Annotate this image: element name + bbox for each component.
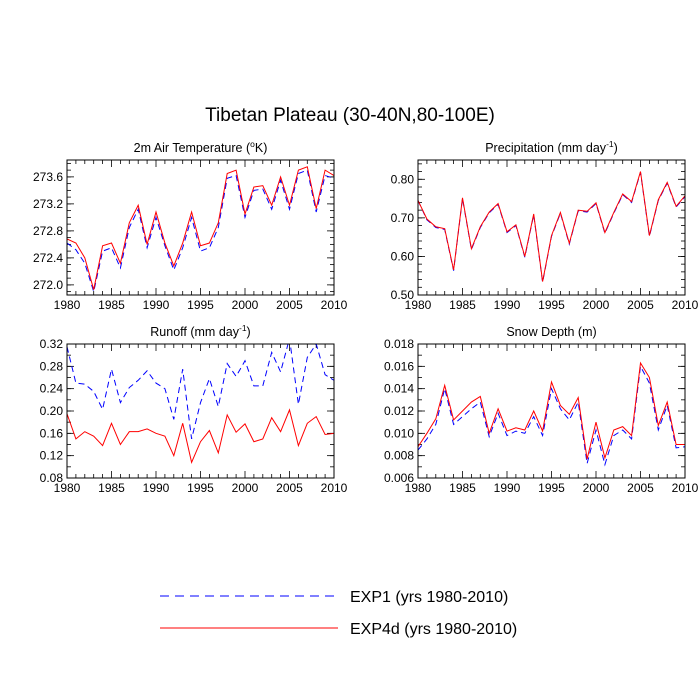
y-tick-label: 0.80 [391,172,415,186]
panel-title-text: Runoff (mm day [150,325,239,339]
y-tick-label: 0.08 [40,471,64,485]
x-tick-label: 1985 [449,298,476,312]
x-tick-label: 1995 [187,481,214,495]
x-tick-label: 1980 [405,298,432,312]
y-tick-label: 0.60 [391,249,415,263]
plot-frame [417,343,686,479]
x-tick-label: 1980 [405,481,432,495]
x-tick-label: 1980 [54,298,81,312]
plot-frame [66,343,335,479]
x-tick-label: 1995 [187,298,214,312]
series-line-exp4d [67,408,334,464]
y-tick-label: 0.018 [384,337,414,351]
x-tick-label: 2000 [583,298,610,312]
x-tick-label: 1980 [54,481,81,495]
chart-panel-2: Precipitation (mm day-1) 1980 1985 1990 1995… [391,139,699,312]
x-tick-label: 1990 [143,298,170,312]
x-tick-label: 2000 [583,481,610,495]
series-line-exp1 [67,344,334,440]
y-tick-label: 0.32 [40,337,64,351]
series-line-exp1 [418,364,685,467]
x-tick-label: 2005 [627,298,654,312]
y-tick-label: 0.16 [40,426,64,440]
x-tick-label: 1995 [538,481,565,495]
y-tick-label: 0.50 [391,288,415,302]
chart-panel-1: 2m Air Temperature (oK) 1980 1985 1990 1995 2… [33,139,348,312]
panel-title-end: ) [247,325,251,339]
series-line-exp1 [418,172,685,283]
series-line-exp4d [67,166,334,290]
panel-title-superscript: o [250,139,255,149]
x-tick-label: 2010 [672,481,699,495]
x-tick-label: 1990 [494,481,521,495]
x-tick-label: 2005 [276,481,303,495]
x-tick-label: 1990 [494,298,521,312]
y-tick-label: 0.016 [384,359,414,373]
series-line-exp4d [418,171,685,282]
x-tick-label: 2010 [321,481,348,495]
y-tick-label: 273.6 [33,170,63,184]
panel-title-end: ) [614,141,618,155]
legend: EXP1 (yrs 1980-2010) EXP4d (yrs 1980-2010… [160,589,517,638]
x-tick-label: 1995 [538,298,565,312]
panel-title: 2m Air Temperature (oK) [134,139,268,155]
y-tick-label: 0.12 [40,449,64,463]
legend-label-1: EXP1 (yrs 1980-2010) [350,589,508,606]
x-tick-label: 1985 [98,481,125,495]
y-tick-label: 272.8 [33,224,63,238]
series-line-exp4d [418,361,685,460]
x-tick-label: 2010 [672,298,699,312]
y-tick-label: 0.20 [40,404,64,418]
y-tick-label: 0.28 [40,359,64,373]
y-tick-label: 272.0 [33,278,63,292]
panel-title-end: K) [255,141,268,155]
legend-label-2: EXP4d (yrs 1980-2010) [350,621,517,638]
x-tick-label: 1990 [143,481,170,495]
panel-title: Runoff (mm day-1) [150,323,250,339]
x-tick-label: 2010 [321,298,348,312]
y-tick-label: 0.010 [384,426,414,440]
y-tick-label: 0.008 [384,449,414,463]
panel-title: Snow Depth (m) [506,325,596,339]
y-tick-label: 0.24 [40,382,64,396]
chart-panel-3: Runoff (mm day-1) 1980 1985 1990 1995 2000 200… [40,323,348,495]
panel-title-text: Snow Depth (m) [506,325,596,339]
y-tick-label: 0.006 [384,471,414,485]
x-tick-label: 2005 [627,481,654,495]
y-tick-label: 273.2 [33,197,63,211]
plot-frame [417,159,686,296]
panel-title: Precipitation (mm day-1) [485,139,618,155]
x-tick-label: 2005 [276,298,303,312]
y-tick-label: 0.70 [391,211,415,225]
chart-panel-4: Snow Depth (m) 1980 1985 1990 1995 2000 2005 20… [384,325,699,495]
panel-title-text: Precipitation (mm day [485,141,607,155]
x-tick-label: 1985 [449,481,476,495]
x-tick-label: 2000 [232,298,259,312]
main-title: Tibetan Plateau (30-40N,80-100E) [205,105,495,126]
x-tick-label: 2000 [232,481,259,495]
y-tick-label: 272.4 [33,251,63,265]
series-line-exp1 [67,169,334,294]
y-tick-label: 0.014 [384,382,414,396]
panel-title-superscript: -1 [606,139,614,149]
x-tick-label: 1985 [98,298,125,312]
panel-title-superscript: -1 [239,323,247,333]
y-tick-label: 0.012 [384,404,414,418]
plot-frame [66,159,335,296]
panel-title-text: 2m Air Temperature ( [134,141,251,155]
